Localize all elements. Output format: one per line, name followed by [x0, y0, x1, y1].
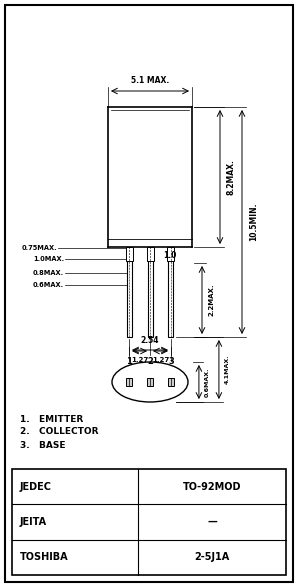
Bar — [147, 247, 153, 261]
Bar — [127, 247, 132, 337]
Text: 3: 3 — [168, 356, 174, 366]
Text: 4.1MAX.: 4.1MAX. — [225, 355, 230, 384]
Text: 5.1 MAX.: 5.1 MAX. — [131, 76, 169, 85]
Text: —: — — [207, 517, 217, 527]
Ellipse shape — [112, 362, 188, 402]
Text: 0.6MAX.: 0.6MAX. — [205, 367, 210, 397]
Bar — [12, 469, 286, 575]
Text: 1.27: 1.27 — [152, 357, 169, 363]
Text: 2: 2 — [147, 356, 153, 366]
Text: 0.8MAX.: 0.8MAX. — [33, 270, 64, 276]
Text: 10.5MIN.: 10.5MIN. — [249, 203, 258, 241]
Text: 2.54: 2.54 — [141, 336, 159, 345]
Text: JEITA: JEITA — [20, 517, 47, 527]
Text: 2-5J1A: 2-5J1A — [194, 552, 230, 562]
Text: 2.2MAX.: 2.2MAX. — [208, 284, 214, 316]
Bar — [167, 247, 174, 261]
Text: 1.0: 1.0 — [163, 251, 177, 259]
Text: JEDEC: JEDEC — [20, 482, 52, 492]
Bar — [147, 378, 153, 386]
Bar — [168, 378, 174, 386]
Text: 0.6MAX.: 0.6MAX. — [33, 282, 64, 288]
Bar — [126, 378, 132, 386]
Text: TOSHIBA: TOSHIBA — [20, 552, 69, 562]
Text: 8.2MAX.: 8.2MAX. — [227, 159, 236, 195]
Text: 1: 1 — [126, 356, 132, 366]
Bar — [168, 247, 173, 337]
Text: 2.   COLLECTOR: 2. COLLECTOR — [20, 427, 99, 437]
Text: 1.27: 1.27 — [131, 357, 148, 363]
Text: TO-92MOD: TO-92MOD — [183, 482, 241, 492]
Text: 1.0MAX.: 1.0MAX. — [33, 256, 64, 262]
Bar — [125, 247, 133, 261]
Text: 1.   EMITTER: 1. EMITTER — [20, 414, 83, 423]
Bar — [148, 247, 153, 337]
Text: 3.   BASE: 3. BASE — [20, 440, 66, 450]
Text: 0.75MAX.: 0.75MAX. — [21, 245, 57, 251]
